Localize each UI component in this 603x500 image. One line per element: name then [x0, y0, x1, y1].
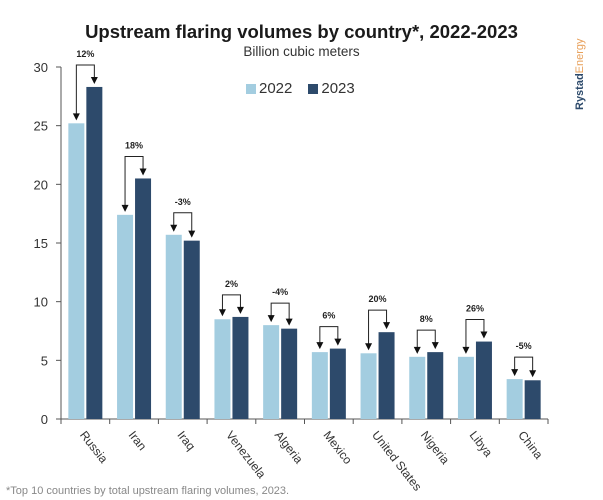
arrow-head-icon	[72, 113, 80, 121]
change-bracket	[368, 309, 388, 345]
change-bracket	[173, 212, 193, 232]
x-tick-label: Iraq	[174, 428, 198, 453]
bar-2022-russia	[68, 123, 85, 419]
arrow-head-icon	[529, 370, 537, 378]
arrow-head-icon	[511, 369, 519, 377]
bar-2022-venezuela	[214, 319, 231, 419]
bar-2022-libya	[457, 356, 474, 419]
x-tick-label: Algeria	[272, 428, 306, 466]
arrow-head-icon	[462, 346, 470, 354]
change-label: 6%	[322, 311, 335, 321]
bar-2023-libya	[475, 341, 492, 419]
x-tick-label: Russia	[77, 428, 111, 466]
bar-2022-china	[506, 379, 523, 419]
change-bracket	[319, 326, 339, 344]
arrow-head-icon	[316, 342, 324, 350]
change-label: 26%	[466, 304, 484, 314]
change-label: -3%	[175, 197, 191, 207]
change-label: 20%	[369, 294, 387, 304]
change-bracket	[465, 319, 485, 348]
arrow-head-icon	[480, 331, 488, 339]
x-tick-label: Venezuela	[223, 428, 269, 481]
y-tick-label: 0	[41, 412, 48, 427]
change-label: -4%	[272, 287, 288, 297]
arrow-head-icon	[267, 315, 275, 323]
arrow-head-icon	[285, 318, 293, 326]
x-tick-label: Iran	[126, 428, 150, 453]
change-label: -5%	[516, 341, 532, 351]
bar-2022-iran	[117, 214, 134, 419]
bar-2023-iraq	[183, 240, 200, 419]
bar-2023-nigeria	[427, 352, 444, 419]
y-tick-label: 5	[41, 353, 48, 368]
arrow-head-icon	[431, 342, 439, 350]
change-bracket	[270, 302, 290, 320]
arrow-head-icon	[121, 204, 129, 212]
change-label: 2%	[225, 279, 238, 289]
arrow-head-icon	[139, 168, 147, 176]
legend-item-2022: 2022	[246, 80, 292, 97]
arrow-head-icon	[383, 322, 391, 330]
change-bracket	[124, 155, 144, 206]
change-bracket	[221, 294, 241, 311]
legend-label-2023: 2023	[321, 80, 355, 97]
arrow-head-icon	[90, 76, 98, 84]
chart-title: Upstream flaring volumes by country*, 20…	[85, 21, 518, 42]
y-tick-label: 15	[34, 236, 48, 251]
arrow-head-icon	[188, 230, 196, 238]
legend-swatch-2022	[246, 83, 256, 94]
x-tick-label: Libya	[467, 428, 496, 459]
y-tick-label: 25	[34, 119, 48, 134]
bar-2022-algeria	[263, 325, 280, 419]
legend-swatch-2023	[308, 83, 319, 94]
legend-label-2022: 2022	[259, 80, 293, 97]
x-tick-label: Mexico	[320, 428, 355, 467]
arrow-head-icon	[170, 224, 178, 232]
bar-2022-iraq	[165, 234, 182, 419]
x-tick-label: Nigeria	[418, 428, 453, 467]
change-bracket	[75, 64, 95, 115]
legend: 2022 2023	[246, 80, 355, 97]
y-tick-label: 30	[34, 60, 48, 75]
change-label: 8%	[420, 314, 433, 324]
arrow-head-icon	[413, 346, 421, 354]
arrow-head-icon	[365, 343, 373, 351]
bar-2023-united-states	[378, 332, 395, 419]
chart-subtitle: Billion cubic meters	[243, 44, 360, 59]
bar-2023-venezuela	[232, 316, 249, 419]
bar-2023-china	[524, 380, 541, 419]
change-bracket	[514, 356, 534, 372]
arrow-head-icon	[334, 338, 342, 346]
y-tick-label: 20	[34, 177, 48, 192]
bar-2023-iran	[135, 178, 152, 419]
y-tick-label: 10	[34, 295, 48, 310]
x-tick-label: United States	[369, 428, 424, 493]
legend-item-2023: 2023	[308, 80, 355, 97]
x-tick-label: China	[515, 428, 546, 462]
change-label: 18%	[125, 140, 143, 150]
bar-2023-russia	[86, 86, 103, 420]
arrow-head-icon	[218, 309, 226, 317]
bar-2022-mexico	[311, 352, 328, 419]
bar-2022-united-states	[360, 353, 377, 419]
bar-2022-nigeria	[409, 356, 426, 419]
bar-2023-algeria	[281, 328, 298, 419]
change-bracket	[416, 329, 436, 348]
footnote: *Top 10 countries by total upstream flar…	[6, 485, 290, 497]
bar-2023-mexico	[329, 348, 346, 419]
arrow-head-icon	[236, 306, 244, 314]
change-label: 12%	[76, 49, 94, 59]
